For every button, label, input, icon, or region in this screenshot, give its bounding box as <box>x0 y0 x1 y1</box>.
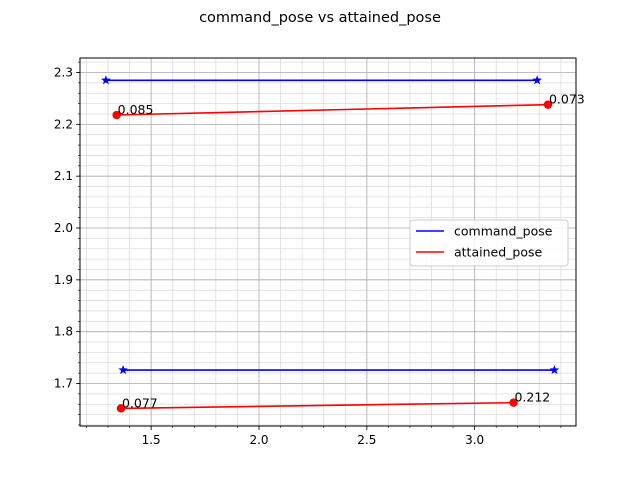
data-label: 0.085 <box>118 102 154 117</box>
chart-title: command_pose vs attained_pose <box>199 10 441 26</box>
y-tick-label: 2.3 <box>54 66 73 80</box>
y-tick-label: 2.2 <box>54 117 73 131</box>
data-label: 0.212 <box>514 390 550 405</box>
x-tick-label: 2.0 <box>249 433 268 447</box>
y-tick-label: 1.8 <box>54 325 73 339</box>
y-tick-label: 1.9 <box>54 273 73 287</box>
attained_pose-point <box>112 110 121 120</box>
y-tick-label: 2.0 <box>54 221 73 235</box>
attained_pose-point <box>543 100 553 109</box>
y-tick-label: 2.1 <box>54 169 73 183</box>
x-axis: 1.5 2.0 2.5 3.0 <box>86 426 562 447</box>
attained_pose-point <box>509 398 518 407</box>
grid-major <box>80 58 576 426</box>
series-layer <box>101 75 560 413</box>
x-tick-label: 2.5 <box>357 433 376 447</box>
attained_pose-line <box>116 103 548 116</box>
x-tick-label: 1.5 <box>142 433 161 447</box>
x-tick-label: 3.0 <box>465 433 484 447</box>
series-command_pose <box>101 75 560 375</box>
plot-frame <box>79 57 577 427</box>
attained_pose-line <box>120 401 514 410</box>
legend-box <box>409 219 569 267</box>
command_pose-point <box>118 364 128 375</box>
command_pose-point <box>549 364 560 375</box>
y-axis: 1.7 1.8 1.9 2.0 2.1 2.2 2.3 <box>54 61 80 426</box>
command_pose-point <box>101 75 111 85</box>
y-tick-label: 1.7 <box>54 376 73 390</box>
data-label: 0.077 <box>122 395 158 410</box>
legend-label: attained_pose <box>454 245 542 260</box>
command_pose-point <box>532 75 542 85</box>
attained_pose-point <box>116 404 126 413</box>
legend-label: command_pose <box>454 224 553 239</box>
data-label: 0.073 <box>549 92 585 107</box>
series-attained_pose <box>112 100 553 413</box>
legend: command_pose attained_pose <box>409 219 569 267</box>
